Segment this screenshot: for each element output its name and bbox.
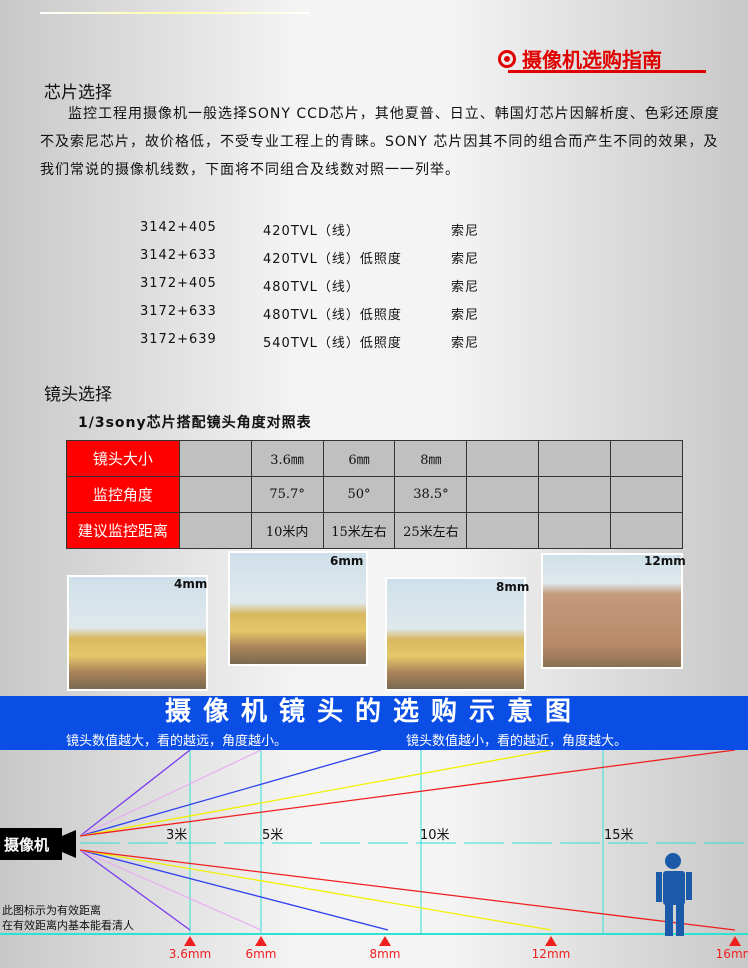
page-title-text: 摄像机选购指南 (522, 48, 662, 72)
chip-combo: 3142+405 (140, 220, 217, 235)
ray-bottom-3.6mm (79, 849, 191, 931)
caption-line: 此图标示为有效距离 (2, 903, 101, 917)
page-title: 摄像机选购指南 (498, 44, 662, 73)
distance-label: 3米 (166, 828, 187, 843)
tvl-lines: 420TVL（线） (263, 224, 360, 239)
row-header: 镜头大小 (66, 440, 180, 477)
table-cell: 15米左右 (322, 512, 396, 549)
lens-table-title: 1/3sony芯片搭配镜头角度对照表 (78, 415, 312, 431)
chip-paragraph: 监控工程用摄像机一般选择SONY CCD芯片，其他夏普、日立、韩国灯芯片因解析度… (40, 106, 720, 178)
lens-heading: 镜头选择 (44, 385, 112, 405)
ray-bottom-6mm (79, 849, 262, 931)
lens-marker-icon (545, 936, 557, 946)
row-header: 建议监控距离 (66, 512, 180, 549)
photo-12mm (541, 553, 683, 669)
decorative-streak (40, 12, 310, 14)
lens-label: 6mm (245, 947, 276, 961)
diagram-banner: 摄像机镜头的选购示意图 镜头数值越大，看的越远，角度越小。 镜头数值越小，看的越… (0, 696, 748, 750)
chip-brand: 索尼 (451, 224, 480, 239)
lens-label: 8mm (369, 947, 400, 961)
table-row: 镜头大小 3.6㎜ 6㎜ 8㎜ (66, 440, 683, 477)
tvl-lines: 420TVL（线）低照度 (263, 252, 402, 267)
right-note: 镜头数值越小，看的越近，角度越大。 (406, 734, 628, 749)
camera-label: 摄像机 (4, 836, 49, 854)
ray-bottom-12mm (79, 849, 552, 931)
chip-heading: 芯片选择 (44, 83, 112, 103)
table-cell: 25米左右 (394, 512, 468, 549)
photo-label: 12mm (644, 554, 686, 568)
lens-diagram: 摄像机 3米 5米 10米 15米 3.6mm 6mm 8mm 12mm 16mm 此图标示为… (0, 750, 748, 961)
chip-brand: 索尼 (451, 308, 480, 323)
table-cell (466, 440, 540, 477)
chip-brand: 索尼 (451, 252, 480, 267)
diagram-title: 摄像机镜头的选购示意图 (164, 697, 583, 727)
row-header: 监控角度 (66, 476, 180, 513)
lens-marker-icon (729, 936, 741, 946)
table-cell: 6㎜ (322, 440, 396, 477)
table-cell (178, 476, 252, 513)
ray-top-3.6mm (79, 750, 191, 837)
table-cell (610, 512, 683, 549)
table-row: 建议监控距离 10米内 15米左右 25米左右 (66, 512, 683, 549)
lens-marker-icon (184, 936, 196, 946)
title-underline (508, 70, 706, 73)
ray-top-8mm (79, 750, 382, 837)
table-cell (178, 512, 252, 549)
lens-label: 3.6mm (169, 947, 211, 961)
chip-combo: 3172+405 (140, 276, 217, 291)
photo-label: 4mm (174, 577, 208, 591)
photo-6mm (228, 551, 368, 666)
lens-marker-icon (379, 936, 391, 946)
chip-combo: 3142+633 (140, 248, 217, 263)
table-cell (538, 512, 612, 549)
table-cell (466, 476, 540, 513)
photo-label: 8mm (496, 580, 530, 594)
tvl-lines: 480TVL（线） (263, 280, 360, 295)
target-icon (498, 49, 516, 68)
chip-combo: 3172+639 (140, 332, 217, 347)
table-row: 监控角度 75.7° 50° 38.5° (66, 476, 683, 513)
camera-body (0, 828, 62, 860)
table-cell (178, 440, 252, 477)
lens-label: 12mm (532, 947, 571, 961)
photo-label: 6mm (330, 554, 364, 568)
photo-4mm (67, 575, 208, 691)
table-cell: 50° (322, 476, 396, 513)
distance-label: 15米 (604, 828, 634, 843)
ray-top-12mm (79, 750, 552, 837)
table-cell (538, 476, 612, 513)
table-cell: 10米内 (250, 512, 324, 549)
tvl-lines: 480TVL（线）低照度 (263, 308, 402, 323)
ray-top-6mm (79, 750, 262, 837)
distance-label: 10米 (420, 828, 450, 843)
person-icon (656, 853, 692, 936)
table-cell (466, 512, 540, 549)
table-cell: 38.5° (394, 476, 468, 513)
photo-8mm (385, 577, 526, 691)
table-cell: 75.7° (250, 476, 324, 513)
tvl-lines: 540TVL（线）低照度 (263, 336, 402, 351)
chip-brand: 索尼 (451, 336, 480, 351)
ray-top-16mm (79, 750, 736, 837)
distance-label: 5米 (262, 828, 283, 843)
ray-bottom-8mm (79, 849, 389, 931)
table-cell: 3.6㎜ (250, 440, 324, 477)
chip-brand: 索尼 (451, 280, 480, 295)
lens-marker-icon (255, 936, 267, 946)
camera-lens-icon (62, 830, 76, 858)
chip-combo: 3172+633 (140, 304, 217, 319)
left-note: 镜头数值越大，看的越远，角度越小。 (66, 734, 288, 749)
table-cell (538, 440, 612, 477)
caption-line: 在有效距离内基本能看清人 (2, 918, 134, 932)
lens-label: 16mm (716, 947, 748, 961)
table-cell (610, 476, 683, 513)
table-cell: 8㎜ (394, 440, 468, 477)
table-cell (610, 440, 683, 477)
ray-bottom-16mm (79, 849, 736, 931)
